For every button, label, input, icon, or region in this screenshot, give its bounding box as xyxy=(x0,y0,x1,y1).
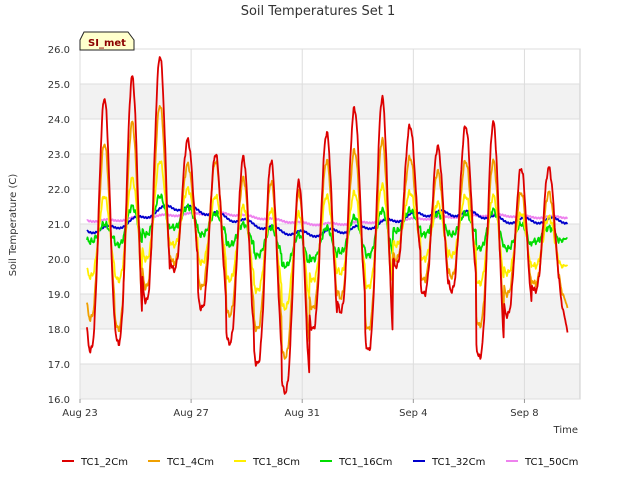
x-tick-label: Aug 27 xyxy=(173,408,208,419)
y-tick-label: 17.0 xyxy=(48,360,70,371)
y-tick-label: 18.0 xyxy=(48,325,70,336)
x-tick-label: Sep 8 xyxy=(510,408,538,419)
legend: TC1_2Cm TC1_4Cm TC1_8Cm TC1_16Cm TC1_32Cm TC1… xyxy=(62,457,578,468)
y-tick-label: 25.0 xyxy=(48,80,70,91)
legend-label: TC1_32Cm xyxy=(431,457,485,468)
y-tick-label: 24.0 xyxy=(48,115,70,126)
plot-band xyxy=(80,364,580,399)
y-tick-label: 19.0 xyxy=(48,290,70,301)
legend-label: TC1_16Cm xyxy=(338,457,392,468)
y-tick-label: 21.0 xyxy=(48,220,70,231)
chart-title: Soil Temperatures Set 1 xyxy=(241,4,396,19)
legend-label: TC1_4Cm xyxy=(166,457,214,468)
legend-label: TC1_2Cm xyxy=(80,457,128,468)
legend-label: TC1_8Cm xyxy=(252,457,300,468)
site-badge-label: SI_met xyxy=(88,38,126,49)
y-tick-label: 16.0 xyxy=(48,395,70,406)
x-axis-label: Time xyxy=(553,425,578,436)
y-tick-label: 20.0 xyxy=(48,255,70,266)
x-axis: Aug 23 Aug 27 Aug 31 Sep 4 Sep 8 xyxy=(62,399,539,419)
plot-band xyxy=(80,329,580,364)
y-tick-label: 23.0 xyxy=(48,150,70,161)
y-axis: 16.0 17.0 18.0 19.0 20.0 21.0 22.0 23.0 24.0 25.0… xyxy=(48,45,70,406)
plot-band xyxy=(80,49,580,84)
plot-band xyxy=(80,84,580,119)
plot-band xyxy=(80,294,580,329)
series-layer xyxy=(86,56,569,395)
series-line-tc1-2cm xyxy=(86,56,569,395)
x-tick-label: Sep 4 xyxy=(399,408,427,419)
plot-band xyxy=(80,259,580,294)
x-tick-label: Aug 31 xyxy=(285,408,320,419)
x-tick-label: Aug 23 xyxy=(62,408,97,419)
y-tick-label: 26.0 xyxy=(48,45,70,56)
site-badge: SI_met xyxy=(79,31,135,51)
y-tick-label: 22.0 xyxy=(48,185,70,196)
y-axis-label: Soil Temperature (C) xyxy=(8,174,19,277)
legend-label: TC1_50Cm xyxy=(524,457,578,468)
